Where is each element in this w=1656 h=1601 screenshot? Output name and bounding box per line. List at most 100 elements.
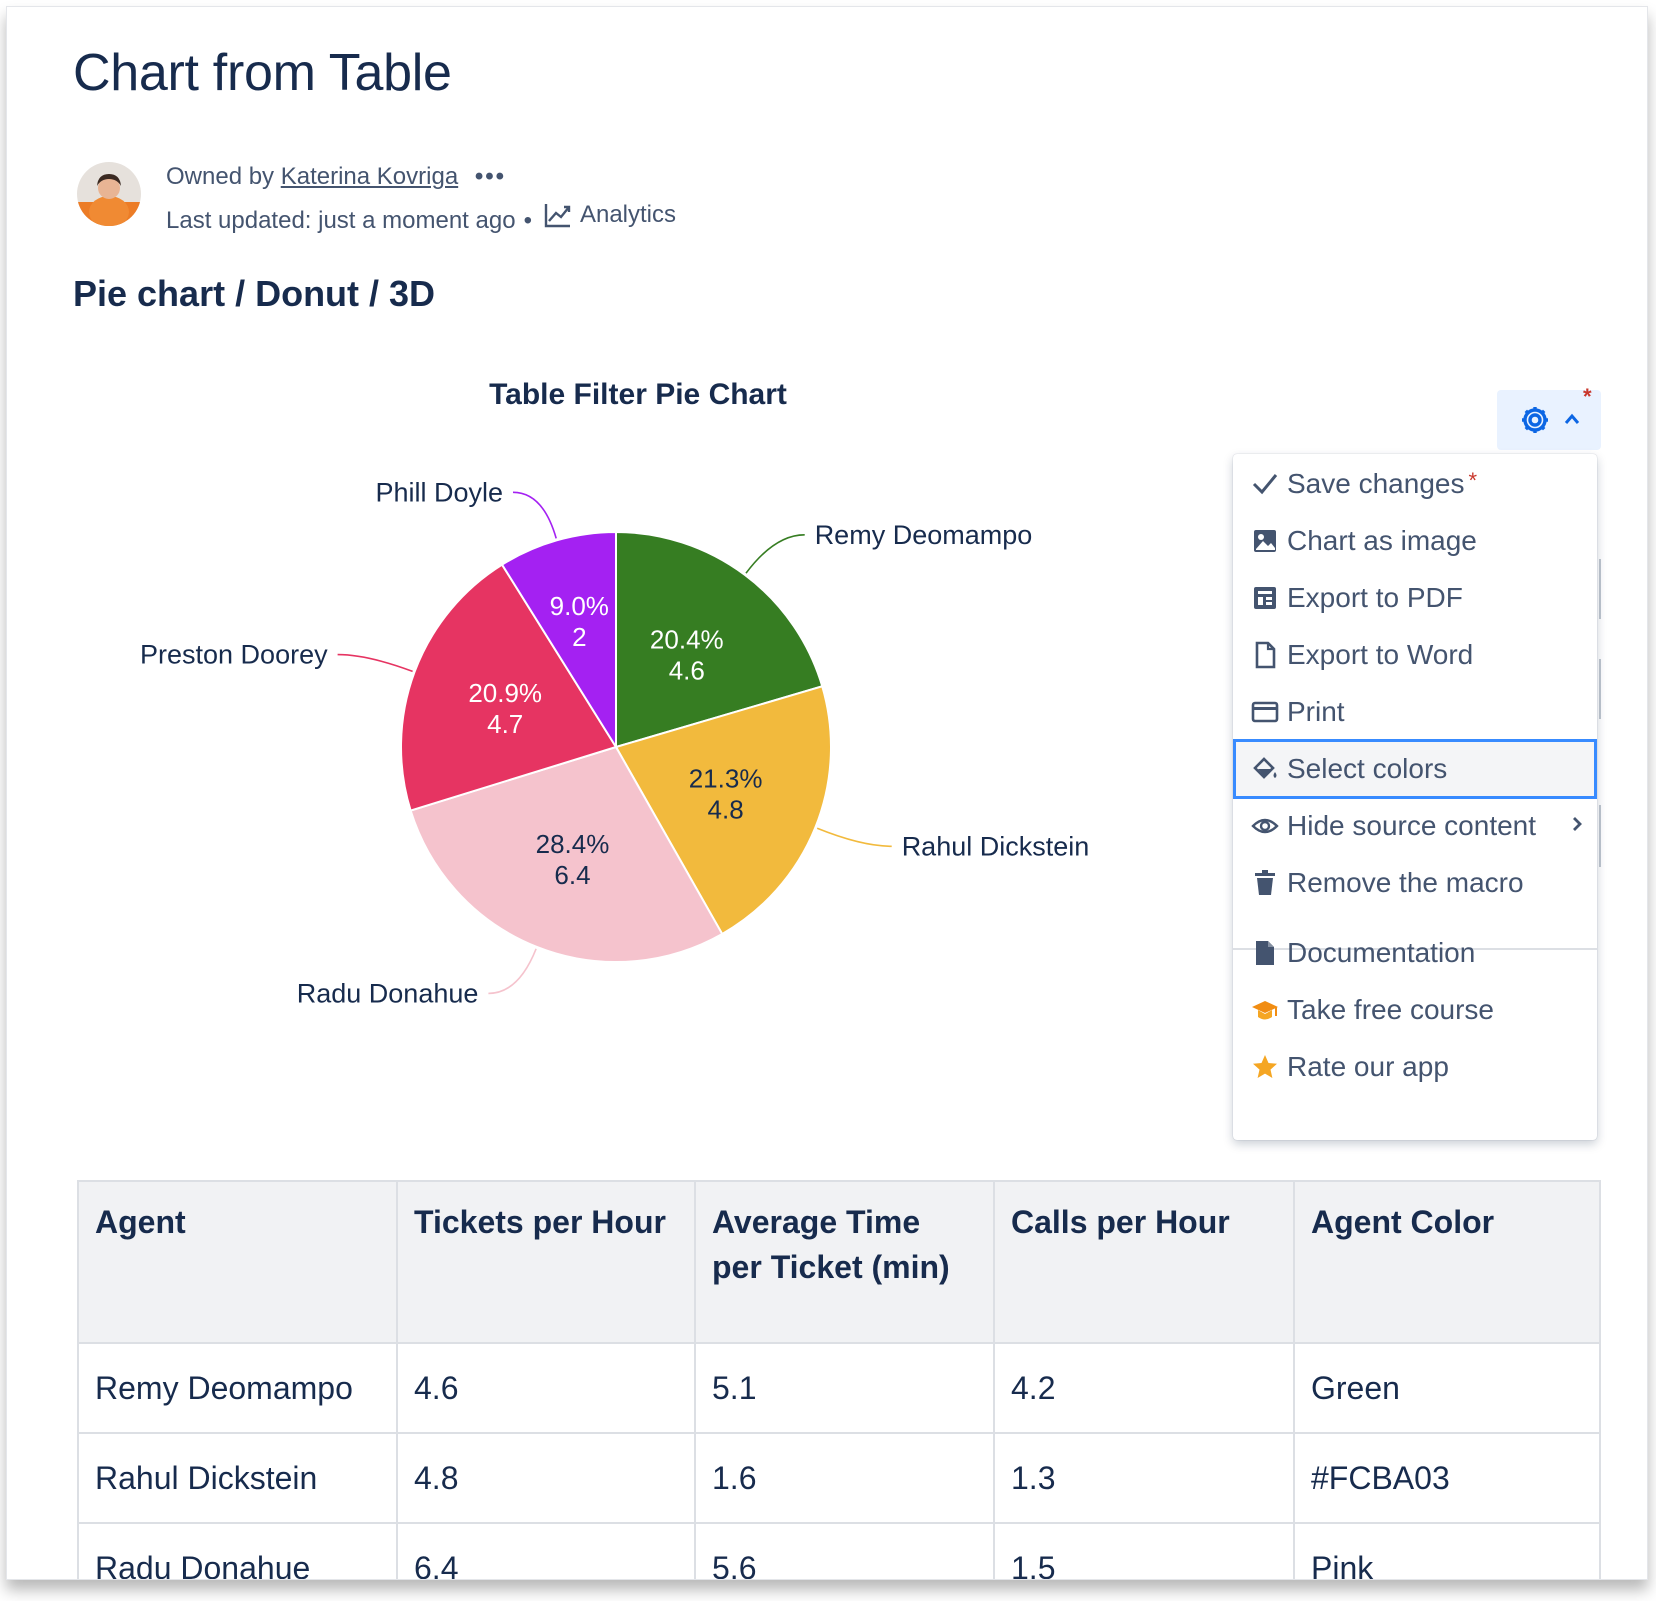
table-header-row: Agent Tickets per Hour Average Time per … [77,1180,1601,1344]
table-cell: #FCBA03 [1293,1432,1601,1524]
menu-item-print[interactable]: Print [1233,682,1597,742]
star-icon [1253,1055,1277,1078]
required-marker: * [1468,468,1478,493]
graduation-cap-icon [1252,1001,1278,1020]
print-icon [1251,701,1279,723]
paint-bucket-icon [1253,757,1277,779]
pie-slice-radu-donahue[interactable] [409,745,724,963]
separator-bullet: • [523,207,532,234]
slice-category-label: Preston Doorey [140,640,328,670]
menu-item-save-changes[interactable]: Save changes * [1233,454,1597,514]
chart-settings-button[interactable]: * [1497,384,1601,450]
menu-item-rate-our-app[interactable]: Rate our app [1233,1037,1597,1097]
pie-slice-remy-deomampo[interactable] [615,530,824,749]
pie-slice-preston-doorey[interactable] [400,563,618,812]
pdf-icon [1254,587,1276,609]
analytics-link[interactable]: Analytics [544,201,676,229]
table-cell: 4.2 [993,1342,1295,1434]
table-row: Remy Deomampo 4.6 5.1 4.2 Green [77,1342,1601,1434]
unsaved-marker: * [1583,384,1592,409]
section-heading: Pie chart / Donut / 3D [73,273,436,314]
document-icon [1255,641,1276,669]
column-header[interactable]: Average Time per Ticket (min) [694,1180,995,1344]
menu-item-hide-source-content[interactable]: Hide source content [1233,796,1597,856]
menu-item-export-pdf[interactable]: Export to PDF [1233,568,1597,628]
table-cell: 6.4 [396,1522,696,1579]
last-updated-text: Last updated: just a moment ago [166,207,516,234]
table-cell: 4.8 [396,1432,696,1524]
analytics-label: Analytics [579,201,677,228]
owner-line: Owned by Katerina Kovriga ••• [166,163,506,191]
table-cell: Pink [1293,1522,1601,1579]
slice-percent-label: 28.4% [536,829,610,859]
source-data-table: Agent Tickets per Hour Average Time per … [77,1180,1601,1579]
table-cell: 5.1 [694,1342,995,1434]
table-cell: Rahul Dickstein [77,1432,398,1524]
slice-percent-label: 21.3% [689,763,763,793]
menu-item-label: Take free course [1287,994,1494,1025]
column-header[interactable]: Calls per Hour [993,1180,1295,1344]
gear-icon [1522,407,1548,433]
menu-item-documentation[interactable]: Documentation [1233,923,1597,983]
table-cell: 4.6 [396,1342,696,1434]
hidden-panel-edge [1599,559,1601,619]
eye-icon [1251,818,1279,834]
table-cell: 5.6 [694,1522,995,1579]
slice-data-label: 20.9% 4.7 [468,678,542,739]
table-row: Radu Donahue 6.4 5.6 1.5 Pink [77,1522,1601,1579]
leader-line [337,653,413,673]
chart-title: Table Filter Pie Chart [489,378,787,411]
menu-divider [1233,948,1597,950]
owned-by-label: Owned by [166,163,275,190]
slice-category-label: Remy Deomampo [815,520,1033,550]
slice-value-label: 4.6 [669,655,705,685]
menu-item-remove-macro[interactable]: Remove the macro [1233,853,1597,913]
table-cell: Radu Donahue [77,1522,398,1579]
leader-line [488,948,537,995]
chevron-right-icon [1573,817,1582,831]
menu-item-label: Hide source content [1287,810,1537,841]
menu-item-label: Documentation [1287,937,1476,968]
slice-category-label: Radu Donahue [297,978,479,1008]
menu-item-label: Export to Word [1287,639,1474,670]
slice-data-label: 20.4% 4.6 [650,624,724,685]
page-title: Chart from Table [73,44,452,102]
menu-item-label: Export to PDF [1287,582,1463,613]
menu-item-label: Chart as image [1287,525,1477,556]
trash-icon [1255,870,1275,895]
column-header[interactable]: Agent [77,1180,398,1344]
menu-item-select-colors[interactable]: Select colors [1233,739,1597,799]
menu-item-label: Save changes [1287,468,1465,499]
menu-item-take-free-course[interactable]: Take free course [1233,980,1597,1040]
pie-slice-phill-doyle[interactable] [500,530,617,751]
file-icon [1256,941,1274,965]
column-header[interactable]: Agent Color [1293,1180,1601,1344]
slice-percent-label: 9.0% [550,591,609,621]
pie-chart: Table Filter Pie Chart 20.4% 4.6 Remy Deom… [140,378,1090,1008]
slice-data-label: 21.3% 4.8 [689,763,763,824]
image-icon [1254,530,1276,552]
table-cell: 1.5 [993,1522,1295,1579]
owner-name-link[interactable]: Katerina Kovriga [280,163,459,190]
chevron-up-icon[interactable] [1563,408,1581,430]
slice-value-label: 2 [572,622,586,652]
hidden-panel-edge [1599,805,1601,867]
menu-item-export-word[interactable]: Export to Word [1233,625,1597,685]
pie-slice-rahul-dickstein[interactable] [614,685,832,936]
slice-percent-label: 20.4% [650,624,724,654]
more-actions-button[interactable]: ••• [474,163,507,190]
table-cell: Green [1293,1342,1601,1434]
menu-item-label: Remove the macro [1287,867,1524,898]
column-header[interactable]: Tickets per Hour [396,1180,696,1344]
table-cell: Remy Deomampo [77,1342,398,1434]
page-frame: Chart from Table Owned by Katerina Kovri… [6,6,1648,1580]
table-cell: 1.6 [694,1432,995,1524]
menu-item-chart-as-image[interactable]: Chart as image [1233,511,1597,571]
table-row: Rahul Dickstein 4.8 1.6 1.3 #FCBA03 [77,1432,1601,1524]
slice-data-label: 28.4% 6.4 [536,829,610,890]
table-cell: 1.3 [993,1432,1295,1524]
owner-avatar[interactable] [77,162,141,226]
slice-category-label: Rahul Dickstein [902,831,1090,861]
updated-line: Last updated: just a moment ago • Analytic… [166,201,676,235]
chart-actions-menu: Save changes * Chart as image Export to P… [1233,454,1597,1140]
